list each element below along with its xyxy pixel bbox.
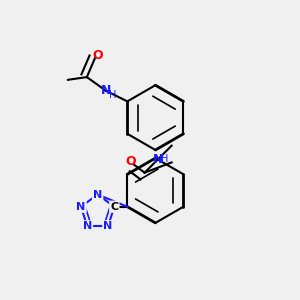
Text: O: O <box>126 155 136 168</box>
Text: H: H <box>161 154 169 164</box>
Text: N: N <box>83 221 92 231</box>
Text: N: N <box>76 202 86 212</box>
Text: C: C <box>110 202 118 212</box>
Text: N: N <box>93 190 102 200</box>
Text: O: O <box>92 49 103 62</box>
Text: N: N <box>103 221 112 231</box>
Text: H: H <box>109 91 116 100</box>
Text: N: N <box>153 153 163 166</box>
Text: N: N <box>100 84 111 97</box>
